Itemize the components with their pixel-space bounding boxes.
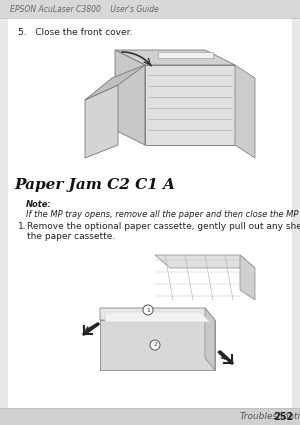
Text: Note:: Note:	[26, 200, 52, 209]
Polygon shape	[85, 85, 118, 158]
Polygon shape	[155, 255, 255, 268]
Circle shape	[150, 340, 160, 350]
Circle shape	[143, 305, 153, 315]
Polygon shape	[145, 65, 235, 145]
Polygon shape	[205, 308, 215, 370]
Text: If the MP tray opens, remove all the paper and then close the MP tray.: If the MP tray opens, remove all the pap…	[26, 210, 300, 219]
Text: 5.   Close the front cover.: 5. Close the front cover.	[18, 28, 132, 37]
Text: Troubleshooting: Troubleshooting	[240, 412, 300, 421]
Text: 1: 1	[146, 308, 150, 312]
Bar	[0, 408, 300, 425]
Bar	[0, 0, 300, 18]
Polygon shape	[100, 320, 215, 370]
Text: EPSON AcuLaser C3800    User's Guide: EPSON AcuLaser C3800 User's Guide	[10, 5, 159, 14]
Polygon shape	[100, 308, 215, 320]
Text: 252: 252	[273, 411, 293, 422]
Text: 2: 2	[153, 343, 157, 348]
Polygon shape	[105, 312, 210, 322]
Polygon shape	[115, 50, 235, 65]
Text: Remove the optional paper cassette, gently pull out any sheets of paper, and rei: Remove the optional paper cassette, gent…	[27, 222, 300, 241]
Polygon shape	[240, 255, 255, 300]
Text: 1.: 1.	[18, 222, 27, 231]
Polygon shape	[85, 65, 145, 100]
Text: Paper Jam C2 C1 A: Paper Jam C2 C1 A	[14, 178, 175, 192]
Polygon shape	[115, 50, 145, 145]
Polygon shape	[235, 65, 255, 158]
Bar	[158, 52, 213, 58]
